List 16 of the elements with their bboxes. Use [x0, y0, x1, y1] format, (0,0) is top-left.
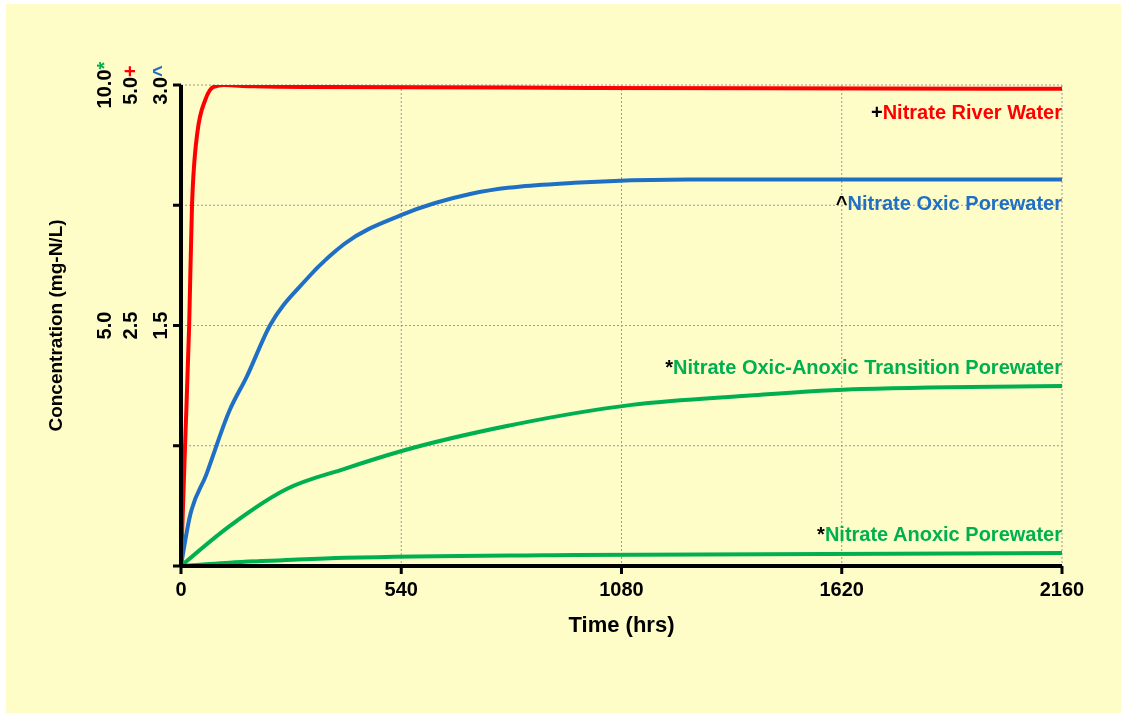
text: + [119, 65, 141, 77]
x-tick-label: 0 [175, 578, 187, 601]
y-axis-title: Concentration (mg-N/L) [44, 219, 66, 432]
y2-tick-label: 2.5 [119, 311, 141, 340]
series-label: ^Nitrate Oxic Porewater [835, 191, 1063, 214]
series-label: *Nitrate Anoxic Porewater [817, 523, 1063, 546]
x-tick-label: 2160 [1039, 578, 1085, 601]
series-label: *Nitrate Oxic-Anoxic Transition Porewater [665, 356, 1063, 379]
y3-tick-label: 1.5 [149, 311, 171, 340]
x-tick-label: 1620 [819, 578, 864, 601]
x-axis-title: Time (hrs) [568, 612, 675, 637]
text: ^ [149, 64, 171, 77]
text: * [93, 61, 115, 70]
x-tick-label: 1080 [599, 578, 644, 601]
x-tick-label: 540 [384, 578, 418, 601]
series-label: +Nitrate River Water [870, 100, 1063, 123]
